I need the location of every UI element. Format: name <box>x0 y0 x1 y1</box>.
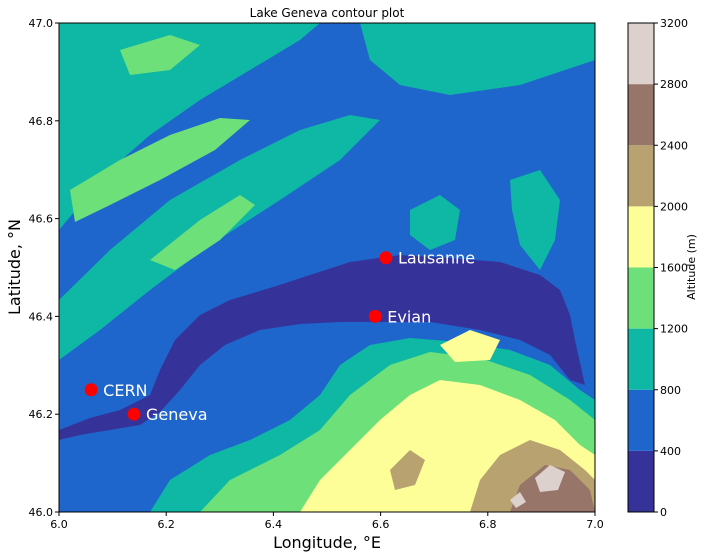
colorbar-band <box>628 267 654 329</box>
colorbar-band <box>628 23 654 85</box>
x-axis-label: Longitude, °E <box>273 533 381 552</box>
plot-area <box>59 23 595 512</box>
terrain-north-1200-1600 <box>120 35 200 75</box>
y-tick-label: 46.0 <box>29 506 54 519</box>
y-tick-label: 46.6 <box>29 213 54 226</box>
colorbar-tick-label: 1600 <box>660 262 688 275</box>
colorbar-label: Altitude (m) <box>685 234 698 300</box>
colorbar-band <box>628 328 654 390</box>
city-label-lausanne: Lausanne <box>398 249 475 268</box>
city-marker-geneva <box>127 407 141 421</box>
city-marker-cern <box>84 383 98 397</box>
city-label-geneva: Geneva <box>146 405 208 424</box>
colorbar-tick-label: 1200 <box>660 323 688 336</box>
colorbar: 0 400 800 1200 1600 2000 2400 2800 3200 <box>627 17 688 519</box>
y-tick-label: 46.8 <box>29 115 54 128</box>
terrain-hill-800-1200 <box>410 195 460 250</box>
terrain-peak-1600-2000 <box>440 330 500 362</box>
x-axis: 6.0 6.2 6.4 6.6 6.8 7.0 <box>50 512 604 531</box>
x-tick-label: 6.6 <box>372 518 390 531</box>
chart-title: Lake Geneva contour plot <box>250 6 405 20</box>
city-marker-evian <box>368 309 382 323</box>
x-tick-label: 6.4 <box>265 518 283 531</box>
y-tick-label: 46.2 <box>29 408 54 421</box>
y-axis-label: Latitude, °N <box>5 219 24 315</box>
city-marker-lausanne <box>379 251 393 265</box>
plot-frame <box>58 22 596 513</box>
terrain-jura-1200-1600 <box>70 118 250 222</box>
colorbar-band <box>628 206 654 268</box>
terrain-alps-2800-3200 <box>535 465 565 492</box>
terrain-alps-summit-2800-3200 <box>510 492 526 508</box>
terrain-north-800-1200 <box>360 23 595 95</box>
colorbar-tick-label: 0 <box>660 506 667 519</box>
colorbar-band <box>628 450 654 512</box>
colorbar-tick-label: 2000 <box>660 200 688 213</box>
city-markers: Lausanne Evian CERN Geneva <box>84 249 475 424</box>
x-tick-label: 6.2 <box>157 518 175 531</box>
terrain-jura-ridge-1200-1600 <box>150 195 255 270</box>
terrain-jura-800-1200 <box>59 23 320 230</box>
colorbar-band <box>628 84 654 146</box>
colorbar-tick-label: 400 <box>660 445 681 458</box>
terrain-peak-2000-2400 <box>390 450 425 490</box>
colorbar-tick-label: 2400 <box>660 139 688 152</box>
y-axis: 46.0 46.2 46.4 46.6 46.8 47.0 <box>29 17 59 519</box>
y-tick-label: 47.0 <box>29 17 54 30</box>
colorbar-tick-label: 800 <box>660 384 681 397</box>
x-tick-label: 7.0 <box>586 518 604 531</box>
x-tick-label: 6.0 <box>50 518 68 531</box>
lake-geneva <box>59 255 585 440</box>
colorbar-tick-label: 2800 <box>660 78 688 91</box>
terrain-east-800-1200 <box>510 170 560 270</box>
city-label-cern: CERN <box>103 381 147 400</box>
x-tick-label: 6.8 <box>479 518 497 531</box>
colorbar-band <box>628 389 654 451</box>
colorbar-tick-label: 3200 <box>660 17 688 30</box>
colorbar-band <box>628 145 654 207</box>
y-tick-label: 46.4 <box>29 310 54 323</box>
city-label-evian: Evian <box>387 307 431 326</box>
